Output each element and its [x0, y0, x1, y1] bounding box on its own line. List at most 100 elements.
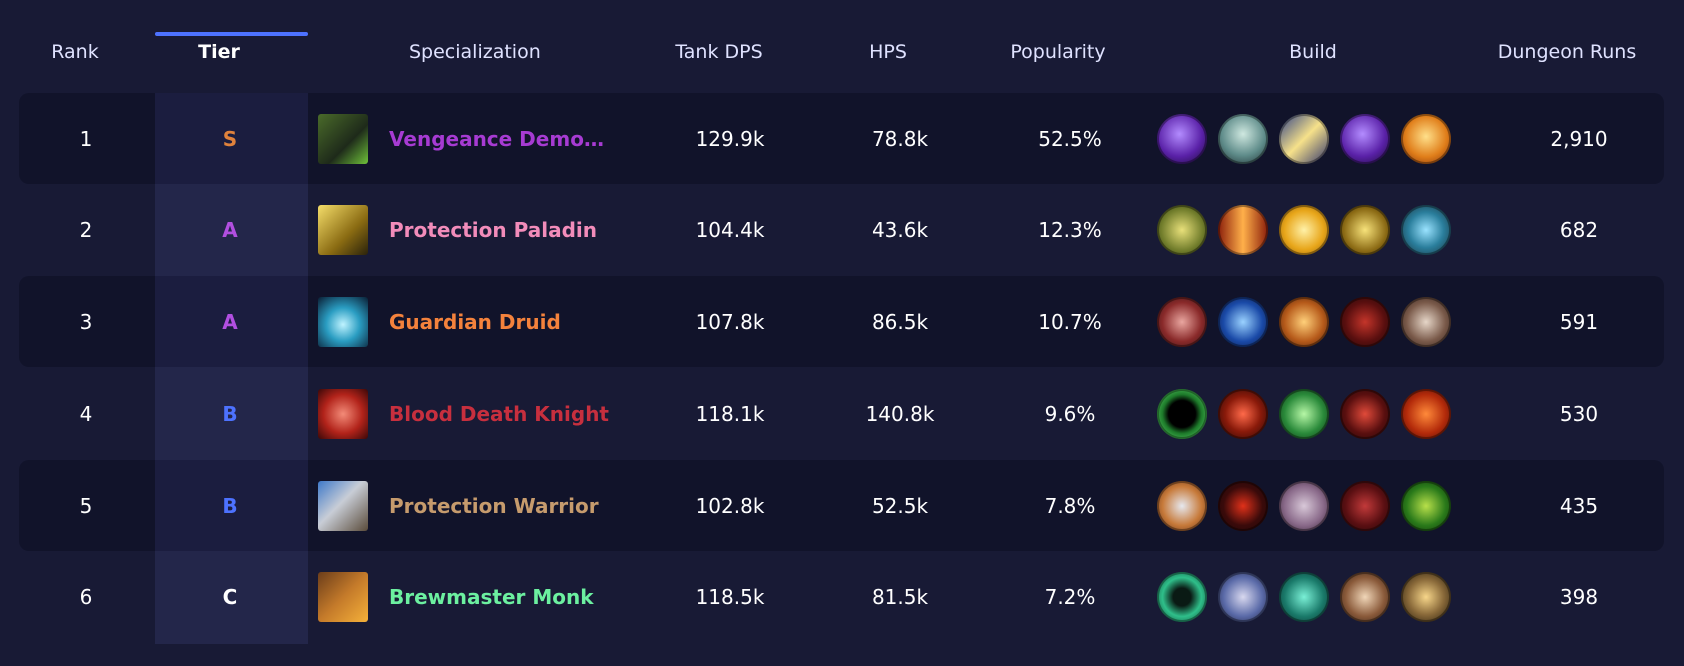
skull-talent-icon[interactable]: [1218, 113, 1268, 164]
table-row[interactable]: 4 B Blood Death Knight 118.1k 140.8k 9.6% 530: [19, 368, 1664, 459]
protection-paladin-icon: [318, 204, 368, 255]
spec-name[interactable]: Blood Death Knight: [389, 401, 609, 426]
build-talents: [1157, 480, 1457, 531]
rank-value: 3: [79, 309, 93, 334]
golden-helm-talent-icon[interactable]: [1340, 204, 1390, 255]
header-popularity[interactable]: Popularity: [1010, 41, 1106, 63]
popularity-value: 7.2%: [1044, 584, 1096, 609]
build-talents: [1157, 204, 1457, 255]
staff-talent-icon[interactable]: [1218, 571, 1268, 622]
crescent-strike-talent-icon[interactable]: [1218, 480, 1268, 531]
tank-dps-value: 104.4k: [695, 217, 765, 242]
tank-dps-value: 102.8k: [695, 493, 765, 518]
tier-column-highlight: [155, 93, 308, 644]
popularity-value: 10.7%: [1038, 309, 1102, 334]
header-build[interactable]: Build: [1289, 41, 1337, 63]
header-specialization[interactable]: Specialization: [409, 41, 541, 63]
vengeance-demon-hunter-icon: [318, 113, 368, 164]
dungeon-runs-value: 530: [1559, 401, 1599, 426]
jade-swirl-talent-icon[interactable]: [1157, 571, 1207, 622]
table-header: Rank Tier Specialization Tank DPS HPS Po…: [19, 0, 1664, 93]
void-portal-talent-icon[interactable]: [1157, 388, 1207, 439]
fel-orb-talent-icon[interactable]: [1157, 113, 1207, 164]
jade-serpent-talent-icon[interactable]: [1279, 571, 1329, 622]
orc-talent-icon[interactable]: [1401, 480, 1451, 531]
tier-cell-background: [155, 460, 308, 551]
tank-dps-value: 118.1k: [695, 401, 765, 426]
header-hps[interactable]: HPS: [869, 41, 907, 63]
spec-name[interactable]: Vengeance Demon H...: [389, 126, 617, 151]
tier-badge: B: [222, 493, 238, 518]
blue-paw-talent-icon[interactable]: [1218, 296, 1268, 347]
dungeon-runs-value: 398: [1559, 584, 1599, 609]
fel-orb-talent-icon[interactable]: [1340, 113, 1390, 164]
tier-badge: C: [222, 584, 238, 609]
popularity-value: 9.6%: [1044, 401, 1096, 426]
header-tank-dps[interactable]: Tank DPS: [675, 41, 763, 63]
build-talents: [1157, 296, 1457, 347]
guardian-druid-icon: [318, 296, 368, 347]
brew-keg-talent-icon[interactable]: [1340, 571, 1390, 622]
dungeon-runs-value: 2,910: [1550, 126, 1608, 151]
spec-name[interactable]: Guardian Druid: [389, 309, 561, 334]
dungeon-runs-value: 435: [1559, 493, 1599, 518]
header-rank[interactable]: Rank: [51, 41, 99, 63]
tank-dps-value: 129.9k: [695, 126, 765, 151]
hps-value: 140.8k: [865, 401, 935, 426]
brewmaster-monk-icon: [318, 571, 368, 622]
dungeon-runs-value: 591: [1559, 309, 1599, 334]
table-row[interactable]: 3 A Guardian Druid 107.8k 86.5k 10.7% 591: [19, 276, 1664, 367]
blood-shield-talent-icon[interactable]: [1401, 388, 1451, 439]
hps-value: 86.5k: [871, 309, 929, 334]
spec-name[interactable]: Protection Warrior: [389, 493, 599, 518]
protection-warrior-icon: [318, 480, 368, 531]
table-row[interactable]: 6 C Brewmaster Monk 118.5k 81.5k 7.2% 398: [19, 551, 1664, 642]
hammer-talent-icon[interactable]: [1279, 296, 1329, 347]
hps-value: 52.5k: [871, 493, 929, 518]
tier-badge: A: [222, 309, 238, 334]
sort-indicator: [155, 32, 308, 36]
rank-value: 2: [79, 217, 93, 242]
tier-cell-background: [155, 93, 308, 184]
header-dungeon-runs[interactable]: Dungeon Runs: [1497, 41, 1637, 63]
hps-value: 78.8k: [871, 126, 929, 151]
monk-master-talent-icon[interactable]: [1401, 571, 1451, 622]
rank-value: 4: [79, 401, 93, 426]
table-row[interactable]: 2 A Protection Paladin 104.4k 43.6k 12.3% 682: [19, 184, 1664, 275]
rank-value: 6: [79, 584, 93, 609]
dungeon-runs-value: 682: [1559, 217, 1599, 242]
tier-cell-background: [155, 276, 308, 367]
spec-name[interactable]: Brewmaster Monk: [389, 584, 594, 609]
flame-pillar-talent-icon[interactable]: [1218, 204, 1268, 255]
blood-death-knight-icon: [318, 388, 368, 439]
tank-rankings-table: Rank Tier Specialization Tank DPS HPS Po…: [19, 0, 1664, 666]
popularity-value: 12.3%: [1038, 217, 1102, 242]
blood-strike-talent-icon[interactable]: [1340, 388, 1390, 439]
tier-badge: B: [222, 401, 238, 426]
header-tier[interactable]: Tier: [198, 41, 240, 63]
claw-talent-icon[interactable]: [1157, 296, 1207, 347]
table-row[interactable]: 1 S Vengeance Demon H... 129.9k 78.8k 52.5% 2,…: [19, 93, 1664, 184]
demon-talent-icon[interactable]: [1340, 480, 1390, 531]
green-ghoul-talent-icon[interactable]: [1279, 388, 1329, 439]
warcry-talent-icon[interactable]: [1279, 480, 1329, 531]
holy-light-talent-icon[interactable]: [1279, 204, 1329, 255]
ornate-shield-talent-icon[interactable]: [1401, 204, 1451, 255]
fire-talent-icon[interactable]: [1401, 113, 1451, 164]
red-skull-talent-icon[interactable]: [1218, 388, 1268, 439]
table-row[interactable]: 5 B Protection Warrior 102.8k 52.5k 7.8% 435: [19, 460, 1664, 551]
shield-talent-icon[interactable]: [1157, 480, 1207, 531]
lion-talent-icon[interactable]: [1157, 204, 1207, 255]
tank-dps-value: 118.5k: [695, 584, 765, 609]
tank-dps-value: 107.8k: [695, 309, 765, 334]
spec-name[interactable]: Protection Paladin: [389, 217, 597, 242]
fang-talent-icon[interactable]: [1401, 296, 1451, 347]
hps-value: 43.6k: [871, 217, 929, 242]
rank-value: 5: [79, 493, 93, 518]
fel-blade-talent-icon[interactable]: [1279, 113, 1329, 164]
build-talents: [1157, 388, 1457, 439]
rank-value: 1: [79, 126, 93, 151]
tier-badge: A: [222, 217, 238, 242]
build-talents: [1157, 113, 1457, 164]
bear-talent-icon[interactable]: [1340, 296, 1390, 347]
